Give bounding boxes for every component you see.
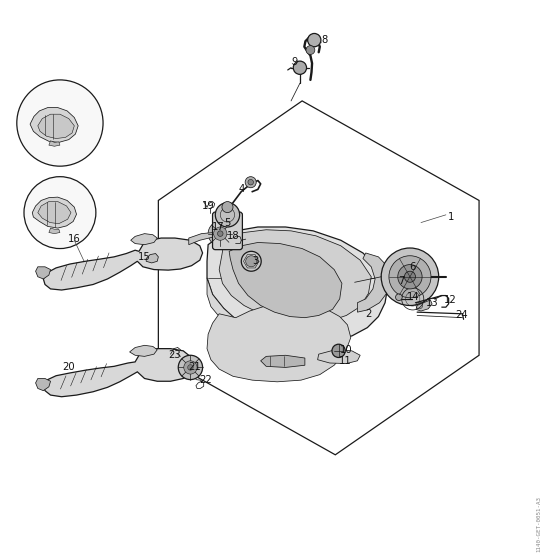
Circle shape: [217, 231, 223, 236]
Circle shape: [389, 256, 431, 298]
Circle shape: [178, 355, 203, 380]
Circle shape: [381, 248, 438, 306]
Text: 21: 21: [188, 362, 200, 372]
Circle shape: [222, 202, 233, 213]
Polygon shape: [207, 227, 388, 340]
Polygon shape: [36, 379, 50, 391]
Circle shape: [306, 45, 315, 54]
Polygon shape: [260, 355, 305, 367]
Circle shape: [214, 227, 227, 240]
Polygon shape: [207, 278, 286, 336]
Circle shape: [248, 179, 254, 185]
Circle shape: [293, 61, 306, 74]
Circle shape: [241, 251, 261, 271]
Polygon shape: [43, 238, 203, 290]
Text: 8: 8: [321, 35, 328, 45]
Polygon shape: [32, 197, 77, 228]
Text: 9: 9: [292, 57, 298, 67]
Text: 6: 6: [409, 262, 416, 272]
Circle shape: [188, 365, 193, 370]
Polygon shape: [146, 254, 158, 263]
FancyBboxPatch shape: [213, 212, 242, 250]
Text: 3: 3: [252, 256, 258, 266]
Polygon shape: [49, 228, 60, 234]
Polygon shape: [229, 242, 342, 318]
Text: 10: 10: [340, 345, 353, 354]
Text: 15: 15: [138, 252, 151, 262]
Text: 14: 14: [407, 292, 419, 302]
Text: 5: 5: [225, 218, 231, 227]
Polygon shape: [49, 141, 60, 146]
Circle shape: [404, 271, 416, 282]
Polygon shape: [357, 253, 390, 312]
Text: 24: 24: [455, 310, 468, 320]
Text: 18: 18: [227, 231, 239, 241]
Polygon shape: [219, 230, 371, 323]
Text: 19: 19: [202, 201, 214, 211]
Text: 22: 22: [199, 375, 212, 385]
Text: 20: 20: [63, 362, 75, 372]
Polygon shape: [36, 267, 50, 279]
Circle shape: [246, 256, 257, 267]
Polygon shape: [189, 232, 214, 245]
Circle shape: [395, 294, 402, 301]
Text: 17: 17: [212, 222, 225, 232]
Circle shape: [215, 203, 240, 227]
Text: 23: 23: [169, 350, 181, 360]
Polygon shape: [30, 108, 78, 142]
Circle shape: [184, 361, 197, 374]
Polygon shape: [38, 202, 71, 223]
Circle shape: [245, 176, 256, 188]
Text: 7: 7: [399, 276, 405, 286]
Circle shape: [17, 80, 103, 166]
Circle shape: [332, 344, 346, 357]
Text: 16: 16: [68, 234, 81, 244]
Text: 12: 12: [444, 295, 456, 305]
Circle shape: [24, 176, 96, 249]
Polygon shape: [207, 305, 351, 382]
Text: 2: 2: [365, 309, 372, 319]
Text: 11: 11: [339, 356, 352, 366]
Polygon shape: [130, 234, 157, 245]
Polygon shape: [43, 349, 194, 396]
Polygon shape: [38, 114, 74, 138]
Circle shape: [398, 264, 422, 289]
Polygon shape: [318, 350, 360, 363]
Text: 13: 13: [426, 298, 438, 308]
Polygon shape: [416, 300, 432, 311]
Circle shape: [208, 221, 232, 246]
Text: 4: 4: [238, 184, 244, 194]
Polygon shape: [129, 346, 157, 356]
Circle shape: [307, 34, 321, 46]
Text: 1140-GET-0051-A3: 1140-GET-0051-A3: [536, 496, 542, 552]
Text: 1: 1: [448, 212, 455, 222]
